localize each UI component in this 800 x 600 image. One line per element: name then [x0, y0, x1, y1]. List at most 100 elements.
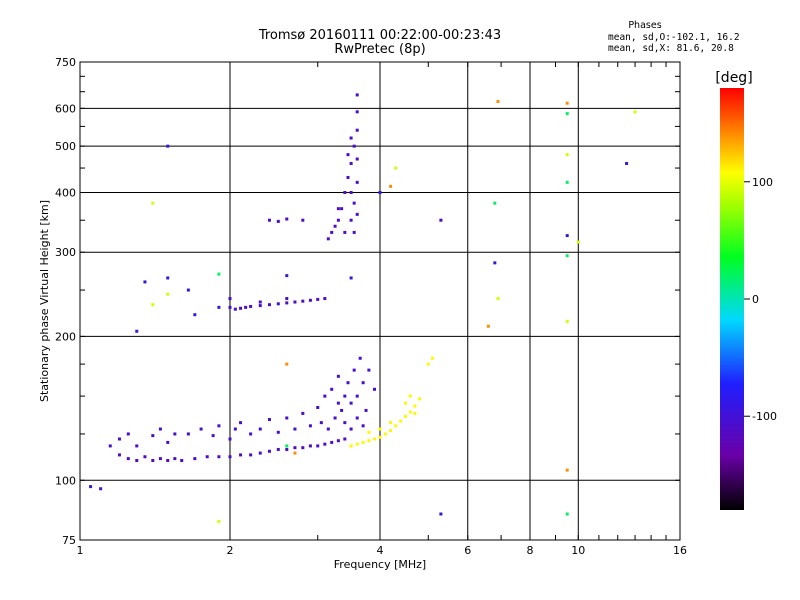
- data-point: [349, 444, 353, 448]
- x-tick-label: 4: [377, 544, 384, 557]
- data-point: [352, 368, 356, 372]
- data-point: [285, 416, 289, 420]
- data-point: [293, 451, 297, 455]
- data-point: [233, 307, 237, 311]
- data-point: [330, 230, 334, 234]
- data-point: [285, 362, 289, 366]
- data-point: [151, 434, 155, 438]
- data-point: [316, 297, 320, 301]
- data-point: [355, 157, 359, 161]
- x-tick-label: 8: [527, 544, 534, 557]
- data-point: [343, 421, 347, 425]
- data-point: [158, 427, 162, 431]
- colorbar-tick-label: -100: [752, 410, 777, 423]
- data-point: [267, 303, 271, 307]
- data-point: [228, 455, 232, 459]
- data-point: [565, 101, 569, 105]
- data-point: [408, 410, 412, 414]
- data-point: [258, 427, 262, 431]
- data-point: [143, 280, 147, 284]
- data-point: [367, 430, 371, 434]
- axis-ticks: 1 2 4 6 8 10 16 75 100 200 300 400 500 600 750: [55, 56, 687, 557]
- data-point: [389, 421, 393, 425]
- data-point: [211, 434, 215, 438]
- data-point: [89, 485, 93, 489]
- data-point: [308, 298, 312, 302]
- data-point: [316, 444, 320, 448]
- data-point: [355, 416, 359, 420]
- data-point: [166, 144, 170, 148]
- data-point: [293, 300, 297, 304]
- colorbar: [720, 88, 744, 510]
- y-tick-label: 500: [55, 140, 76, 153]
- colorbar-label: [deg]: [715, 70, 752, 86]
- data-point: [117, 437, 121, 441]
- data-point: [496, 297, 500, 301]
- data-point: [343, 230, 347, 234]
- data-point: [486, 324, 490, 328]
- y-tick-label: 600: [55, 102, 76, 115]
- data-point: [249, 432, 253, 436]
- data-point: [340, 408, 344, 412]
- data-point: [244, 305, 248, 309]
- data-point: [323, 442, 327, 446]
- data-point: [403, 414, 407, 418]
- data-point: [193, 313, 197, 317]
- data-point: [228, 297, 232, 301]
- data-point: [355, 212, 359, 216]
- data-point: [355, 93, 359, 97]
- data-point: [364, 408, 368, 412]
- data-point: [633, 110, 637, 114]
- chart-title: Tromsø 20160111 00:22:00-00:23:43: [258, 28, 502, 43]
- data-point: [143, 455, 147, 459]
- data-point: [158, 457, 162, 461]
- x-tick-label: 16: [673, 544, 687, 557]
- data-point: [394, 166, 398, 170]
- data-point: [349, 427, 353, 431]
- data-point: [285, 297, 289, 301]
- y-axis-label: Stationary phase Virtual Height [km]: [38, 200, 51, 402]
- data-point: [217, 305, 221, 309]
- data-point: [352, 201, 356, 205]
- data-point: [361, 381, 365, 385]
- data-point: [349, 218, 353, 222]
- data-point: [228, 305, 232, 309]
- data-point: [361, 424, 365, 428]
- data-point: [126, 457, 130, 461]
- data-point: [173, 432, 177, 436]
- data-point: [565, 254, 569, 258]
- data-point: [343, 394, 347, 398]
- data-point: [336, 401, 340, 405]
- data-point: [301, 411, 305, 415]
- data-point: [180, 458, 184, 462]
- data-point: [267, 218, 271, 222]
- data-point: [493, 201, 497, 205]
- data-point: [151, 303, 155, 307]
- data-point: [285, 217, 289, 221]
- grid-lines: [80, 62, 680, 540]
- data-point: [308, 444, 312, 448]
- x-tick-label: 2: [227, 544, 234, 557]
- data-point: [417, 397, 421, 401]
- colorbar-tick-label: 100: [752, 176, 773, 189]
- data-point: [355, 394, 359, 398]
- data-point: [565, 512, 569, 516]
- phases-x-line: mean, sd,X: 81.6, 20.8: [608, 43, 734, 54]
- data-point: [408, 394, 412, 398]
- y-tick-label: 200: [55, 330, 76, 343]
- data-point: [117, 453, 121, 457]
- data-point: [293, 427, 297, 431]
- data-point: [126, 432, 130, 436]
- data-point: [228, 437, 232, 441]
- y-tick-label: 300: [55, 246, 76, 259]
- chart-subtitle: RwPretec (8p): [334, 42, 426, 57]
- data-point: [343, 437, 347, 441]
- data-point: [565, 153, 569, 157]
- data-point: [330, 387, 334, 391]
- data-point: [199, 427, 203, 431]
- data-point: [565, 319, 569, 323]
- data-point: [258, 304, 262, 308]
- data-point: [166, 276, 170, 280]
- data-point: [336, 439, 340, 443]
- data-point: [326, 427, 330, 431]
